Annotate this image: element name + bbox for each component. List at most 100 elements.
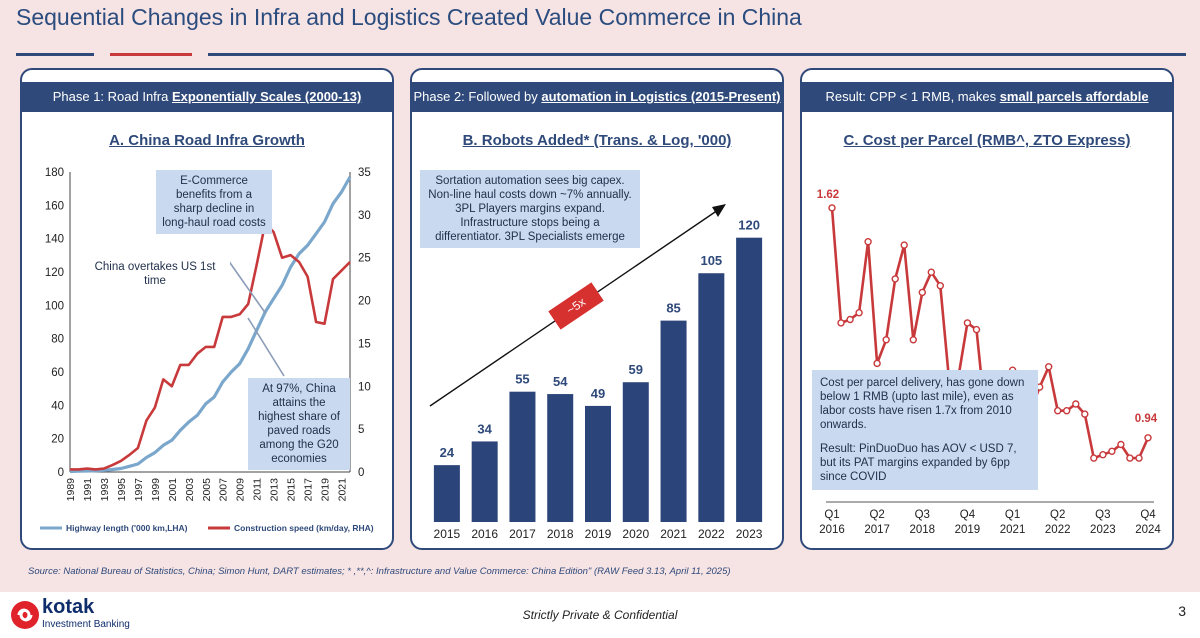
data-point — [828, 204, 836, 212]
y-right-tick-label: 25 — [358, 253, 371, 265]
x-tick-quarter: Q2 — [869, 509, 884, 521]
data-point — [1081, 410, 1089, 418]
panel1-header-emph: Exponentially Scales (2000-13) — [171, 89, 362, 104]
x-tick-label: 2021 — [337, 478, 349, 502]
series-line-highway-length — [69, 176, 352, 474]
data-point — [1044, 363, 1053, 371]
data-point — [1072, 400, 1080, 408]
y-left-tick-label: 160 — [45, 200, 64, 212]
kotak-logo-icon — [11, 601, 39, 629]
data-point — [1099, 451, 1107, 459]
x-tick-year: 2024 — [1135, 524, 1161, 536]
x-tick-year: 2019 — [955, 524, 981, 536]
bar-value-label: 105 — [700, 253, 722, 268]
x-tick-label: 1991 — [82, 478, 94, 502]
bar-value-label: 54 — [553, 374, 568, 389]
y-right-tick-label: 30 — [358, 210, 371, 222]
data-point — [927, 268, 936, 276]
legend-label: Highway length ('000 km,LHA) — [66, 523, 188, 533]
x-tick-label: 2005 — [201, 478, 213, 502]
panel-cost-per-parcel: Result: CPP < 1 RMB, makes small parcels… — [800, 68, 1174, 550]
panel1-header: Phase 1: Road Infra Exponentially Scales… — [22, 82, 392, 112]
bar — [736, 237, 763, 522]
growth-badge-bg — [548, 282, 604, 330]
data-point — [1144, 434, 1152, 442]
x-tick-label: 2015 — [286, 478, 298, 502]
x-tick-label: 1993 — [99, 478, 111, 502]
x-tick-label: 2023 — [736, 527, 763, 541]
y-left-tick-label: 120 — [45, 267, 64, 279]
y-right-tick-label: 20 — [358, 296, 371, 308]
panel2-header-emph: automation in Logistics (2015-Present) — [541, 89, 781, 104]
logo-name: kotak — [42, 596, 95, 618]
x-tick-year: 2022 — [1045, 524, 1071, 536]
x-tick-label: 1999 — [150, 478, 162, 502]
chart-a-svg: 0 20 40 60 80 100 120 140 160 180 0 5 10 15 20 25 30 35 19… — [40, 167, 374, 533]
legend-label: Construction speed (km/day, RHA) — [234, 523, 374, 533]
data-point — [1090, 454, 1098, 462]
chart-b-svg: 24 2015 34 2016 55 2017 54 2018 49 2019 59 2020 85 20… — [429, 204, 763, 541]
footer: kotak Investment Banking — [0, 592, 1200, 638]
data-point — [909, 336, 918, 344]
y-left-tick-label: 0 — [58, 467, 64, 479]
growth-arrow-head — [712, 204, 726, 217]
x-tick-label: 2017 — [509, 527, 536, 541]
title-underline-accent — [110, 53, 192, 56]
bar — [660, 320, 687, 522]
bar — [471, 441, 498, 522]
data-point — [837, 319, 845, 327]
x-tick-quarter: Q3 — [915, 509, 930, 521]
data-point — [900, 241, 908, 249]
bar — [622, 382, 649, 522]
x-tick-year: 2017 — [864, 524, 890, 536]
bar-value-label: 24 — [440, 445, 455, 460]
y-right-tick-label: 35 — [358, 167, 371, 179]
arrow-overtake — [227, 259, 267, 315]
x-tick-label: 2018 — [547, 527, 574, 541]
data-point — [972, 325, 981, 334]
chart-c-title: C. Cost per Parcel (RMB^, ZTO Express) — [843, 132, 1131, 149]
x-tick-label: 2020 — [622, 527, 649, 541]
bar-value-label: 59 — [629, 362, 643, 377]
data-point — [855, 308, 863, 317]
arrow-paved-roads — [247, 317, 285, 377]
note-ecommerce-benefits: E-Commerce benefits from a sharp decline… — [156, 170, 272, 234]
x-tick-label: 2021 — [660, 527, 687, 541]
data-point — [1053, 407, 1062, 415]
bar-value-label: 85 — [666, 301, 680, 316]
data-point — [864, 237, 872, 246]
x-tick-label: 2011 — [252, 478, 264, 501]
panel2-header-prefix: Phase 2: Followed by — [413, 89, 542, 104]
x-tick-label: 2001 — [167, 478, 179, 502]
x-tick-label: 2015 — [434, 527, 461, 541]
data-point — [846, 315, 854, 324]
y-right-tick-label: 15 — [358, 338, 371, 350]
source-note: Source: National Bureau of Statistics, C… — [28, 566, 731, 577]
x-tick-label: 2009 — [235, 478, 247, 502]
data-point — [1063, 407, 1071, 415]
data-point — [1108, 447, 1116, 455]
x-tick-label: 2022 — [698, 527, 725, 541]
note-china-overtakes: China overtakes US 1st time — [80, 256, 230, 292]
y-left-tick-label: 140 — [45, 234, 64, 246]
bar-value-label: 34 — [477, 421, 492, 436]
x-tick-quarter: Q4 — [1140, 509, 1156, 521]
page-number: 3 — [1178, 603, 1186, 619]
y-left-tick-label: 20 — [51, 434, 64, 446]
y-left-tick-label: 180 — [45, 167, 64, 179]
title-underline-left — [16, 53, 94, 56]
note-cost-per-parcel: Cost per parcel delivery, has gone down … — [812, 370, 1038, 490]
panel3-header-prefix: Result: CPP < 1 RMB, makes — [825, 89, 1000, 104]
title-underline-right — [208, 53, 1186, 56]
panel3-header: Result: CPP < 1 RMB, makes small parcels… — [802, 82, 1172, 112]
note-paved-roads: At 97%, China attains the highest share … — [248, 378, 350, 470]
data-point — [1117, 440, 1125, 449]
x-tick-label: 2019 — [320, 478, 332, 502]
y-right-tick-label: 0 — [358, 467, 364, 479]
bar — [585, 405, 611, 522]
data-point — [882, 336, 890, 344]
bar-value-label: 55 — [515, 372, 529, 387]
chart-a-title: A. China Road Infra Growth — [109, 132, 305, 149]
x-tick-quarter: Q1 — [824, 509, 839, 521]
x-tick-label: 2017 — [303, 478, 315, 502]
